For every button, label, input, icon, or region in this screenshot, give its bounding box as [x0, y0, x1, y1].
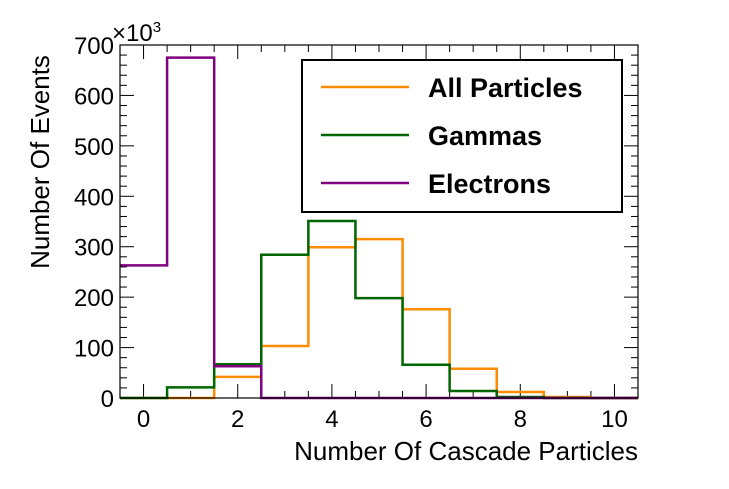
- multiplier-exponent: 3: [153, 19, 161, 36]
- y-tick-label: 200: [74, 285, 114, 312]
- legend-label-gammas: Gammas: [428, 121, 542, 151]
- y-tick-label: 600: [74, 83, 114, 110]
- ticks-layer: [119, 44, 639, 399]
- legend-label-electrons: Electrons: [428, 169, 551, 199]
- multiplier-base: ×10: [112, 20, 153, 47]
- y-tick-label: 500: [74, 134, 114, 161]
- all-particles-series-line: [120, 237, 638, 400]
- y-axis-multiplier: ×103: [112, 19, 161, 47]
- y-axis-title: Number Of Events: [25, 55, 55, 269]
- x-axis-title: Number Of Cascade Particles: [294, 436, 638, 466]
- x-tick-label: 0: [137, 406, 150, 433]
- y-tick-label: 400: [74, 184, 114, 211]
- x-tick-label: 6: [419, 406, 432, 433]
- x-tick-label: 2: [231, 406, 244, 433]
- y-tick-label: 0: [101, 386, 114, 413]
- x-tick-label: 10: [601, 406, 628, 433]
- legend-label-all-particles: All Particles: [428, 73, 583, 103]
- legend: All Particles Gammas Electrons: [301, 59, 623, 213]
- y-tick-label: 700: [74, 33, 114, 60]
- x-tick-label: 4: [325, 406, 338, 433]
- y-tick-label: 300: [74, 235, 114, 262]
- y-tick-label: 100: [74, 336, 114, 363]
- x-tick-label: 8: [514, 406, 527, 433]
- plot-frame: [119, 44, 639, 399]
